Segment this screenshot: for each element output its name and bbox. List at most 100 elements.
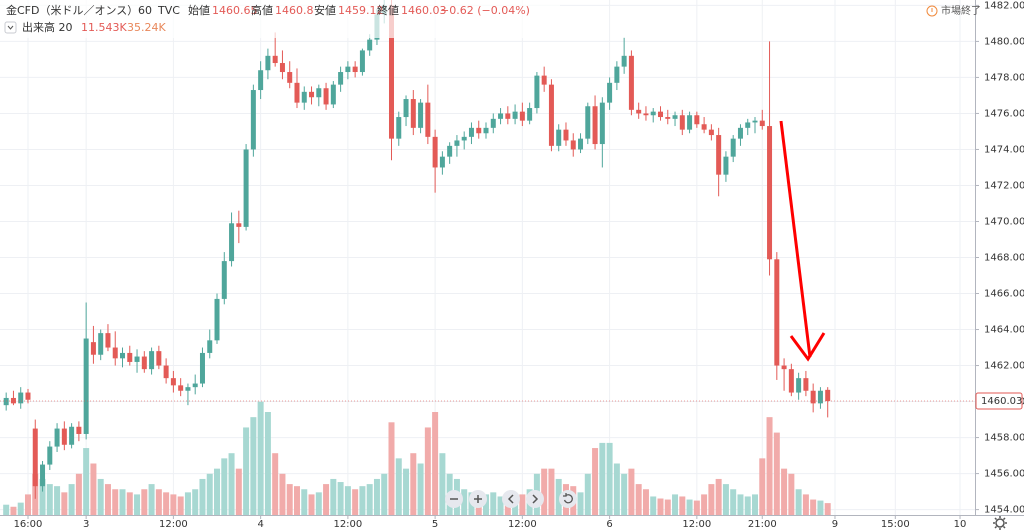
candle-body — [476, 127, 482, 134]
candle-body — [716, 135, 722, 175]
scroll-right-button[interactable] — [526, 490, 544, 508]
candle-body — [221, 261, 227, 299]
volume-ma: 35.24K — [127, 21, 166, 34]
volume-bar — [337, 482, 344, 515]
candle-body — [534, 75, 540, 109]
volume-bar — [352, 489, 359, 515]
volume-bar — [323, 484, 330, 515]
legend-bg — [0, 0, 560, 38]
candle-body — [563, 129, 569, 141]
x-tick-label: 12:00 — [682, 519, 711, 530]
volume-bar — [483, 494, 490, 515]
candle-body — [214, 298, 220, 341]
volume-bar — [54, 486, 61, 515]
candle-body — [265, 55, 271, 71]
last-price-label: 1460.03 — [981, 396, 1022, 407]
volume-label: 出来高 20 — [22, 20, 73, 34]
last-price-box — [975, 392, 1023, 410]
candle-body — [170, 378, 176, 386]
candle-body — [90, 342, 96, 355]
candle-body — [672, 115, 678, 119]
volume-bar — [461, 489, 468, 515]
volume-bar — [264, 412, 271, 515]
axes: 1454.001456.001458.001460.001462.001464.… — [14, 0, 1024, 530]
volume-bar — [708, 484, 715, 515]
volume-bar — [104, 484, 111, 515]
settings-icon — [995, 518, 1005, 528]
candle-body — [752, 120, 758, 123]
scroll-left-button[interactable] — [502, 490, 520, 508]
volume-bar — [693, 500, 700, 515]
volume-bar — [613, 463, 620, 515]
volume-bar — [163, 492, 170, 515]
candle-body — [708, 129, 714, 136]
change: −0.62 (−0.04%) — [440, 4, 530, 17]
candle-body — [156, 351, 162, 366]
grid — [0, 0, 975, 515]
volume-bar — [39, 478, 46, 515]
candle-body — [578, 138, 584, 150]
candle-body — [679, 115, 685, 130]
volume-bar — [642, 489, 649, 515]
candle-body — [185, 387, 191, 391]
candle-body — [439, 156, 445, 168]
volume-bar — [134, 494, 141, 515]
volume-bar — [155, 489, 162, 515]
candle-body — [141, 356, 147, 370]
volume-bar — [330, 478, 337, 515]
x-tick-label: 16:00 — [14, 519, 43, 530]
volume-bar — [824, 503, 831, 515]
x-tick-label: 9 — [832, 519, 838, 530]
y-tick-label: 1466.00 — [984, 289, 1024, 300]
candle-body — [338, 72, 344, 85]
volume-bar — [657, 498, 664, 515]
volume-bar — [235, 468, 242, 515]
volume-last: 11.543K — [81, 21, 127, 34]
y-tick-label: 1470.00 — [984, 216, 1024, 227]
x-tick-label: 21:00 — [748, 519, 777, 530]
candle-body — [258, 70, 264, 91]
candle-body — [279, 63, 285, 73]
candle-body — [40, 464, 46, 487]
ohlc-value: 1459.12 — [338, 4, 384, 17]
volume-bar — [744, 496, 751, 515]
x-tick-label: 12:00 — [159, 519, 188, 530]
candle-body — [178, 385, 184, 391]
candle-body — [163, 365, 169, 379]
volume-bar — [17, 502, 24, 515]
scroll-right-icon — [532, 494, 539, 504]
volume-bar — [243, 427, 250, 515]
collapse-button[interactable] — [4, 21, 17, 34]
candle-body — [643, 113, 649, 116]
volume-bar — [10, 506, 17, 515]
candle-body — [759, 120, 765, 127]
volume-bar — [206, 473, 213, 515]
volume-bar — [810, 499, 817, 515]
y-tick-label: 1462.00 — [984, 361, 1024, 372]
candle-body — [519, 111, 525, 121]
volume-bar — [119, 489, 126, 515]
volume-bar — [519, 494, 526, 515]
y-tick-label: 1458.00 — [984, 433, 1024, 444]
volume-bar — [61, 492, 68, 515]
volume-bar — [3, 504, 10, 515]
ohlc-label: 安値 — [314, 3, 336, 17]
volume-bar — [424, 427, 431, 515]
volume-bar — [359, 486, 366, 515]
reset-icon — [563, 493, 573, 504]
candle-body — [425, 102, 431, 137]
volume-bar — [781, 468, 788, 515]
candle-body — [767, 126, 773, 260]
volume-bar — [606, 442, 613, 515]
x-tick-label: 3 — [83, 519, 89, 530]
candle-body — [781, 365, 787, 370]
reset-button[interactable] — [559, 490, 577, 508]
volume-bar — [737, 494, 744, 515]
volume-bar — [715, 478, 722, 515]
collapse-icon — [7, 25, 14, 30]
settings-button[interactable] — [993, 516, 1007, 530]
market-status: 市場終了 — [941, 4, 981, 17]
annotation-arrow — [779, 120, 826, 362]
